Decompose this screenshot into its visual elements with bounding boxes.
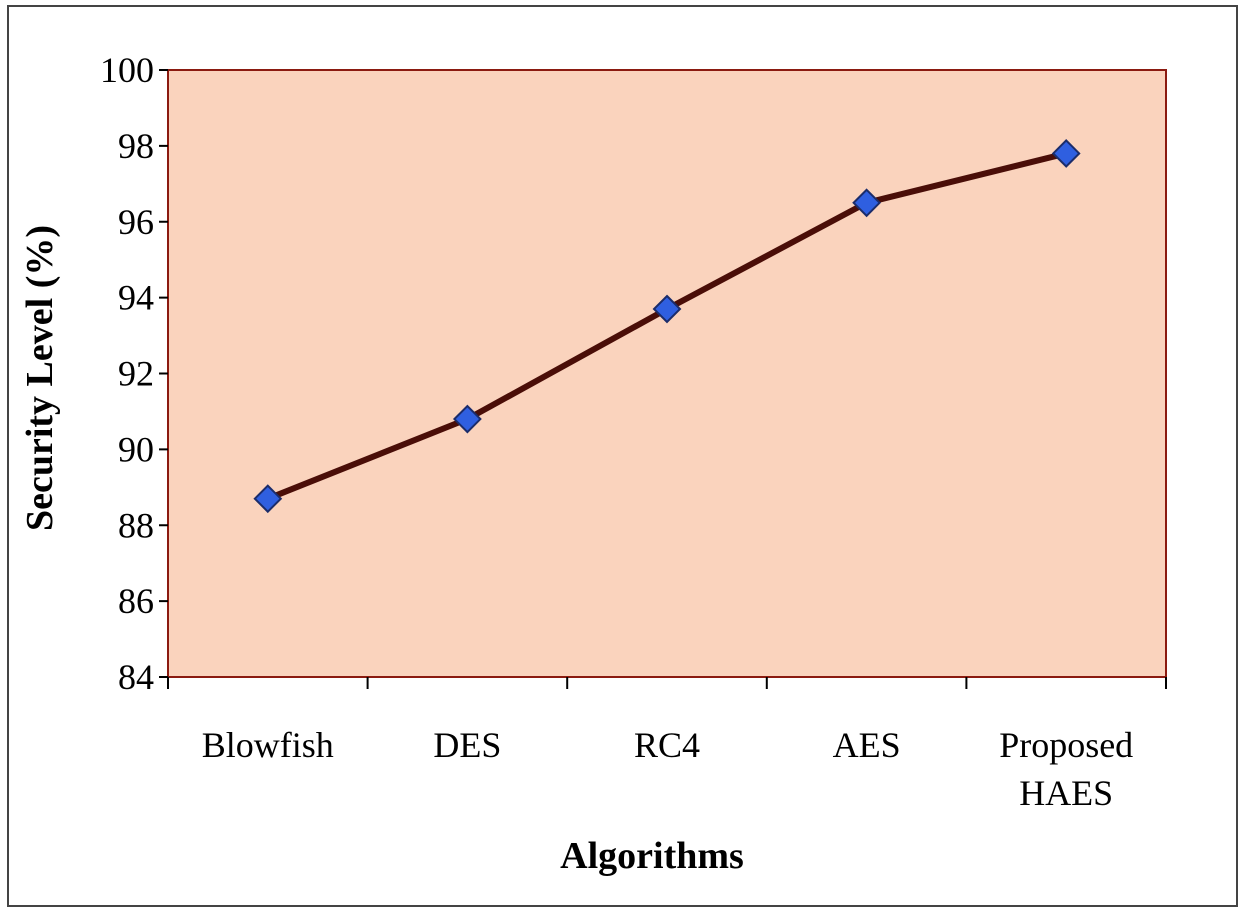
x-category-label-line: RC4: [634, 725, 700, 765]
y-tick-label: 92: [118, 354, 154, 394]
y-tick-label: 98: [118, 126, 154, 166]
series-layer: [253, 139, 1081, 514]
x-category-label-line: Blowfish: [202, 725, 334, 765]
y-tick-label: 90: [118, 429, 154, 469]
y-tick-label: 86: [118, 581, 154, 621]
y-tick-label: 96: [118, 202, 154, 242]
y-axis-title: Security Level (%): [19, 225, 61, 531]
data-point-marker: [1051, 139, 1081, 168]
x-axis: Blowfish DES RC4 AES Proposed HAES: [167, 677, 1167, 813]
x-category-label: DES: [433, 725, 501, 765]
y-axis: 84 86 88 90 92 94 96 98 100: [100, 50, 168, 697]
plot-area: [167, 69, 1167, 678]
data-point-marker: [652, 294, 682, 324]
data-point-marker: [253, 484, 283, 514]
x-category-label: Blowfish: [202, 725, 334, 765]
x-category-label-line: Proposed: [999, 725, 1133, 765]
y-tick-label: 88: [118, 505, 154, 545]
y-tick-label: 100: [100, 50, 154, 90]
x-category-label-line: AES: [833, 725, 901, 765]
x-category-label: Proposed HAES: [999, 725, 1133, 813]
x-category-label-line: DES: [433, 725, 501, 765]
x-category-label-line: HAES: [1019, 773, 1113, 813]
x-category-label: RC4: [634, 725, 700, 765]
y-tick-label: 94: [118, 278, 154, 318]
x-axis-title: Algorithms: [560, 835, 744, 877]
y-tick-label: 84: [118, 657, 154, 697]
data-point-marker: [852, 188, 882, 218]
data-point-marker: [452, 404, 482, 434]
x-category-label: AES: [833, 725, 901, 765]
